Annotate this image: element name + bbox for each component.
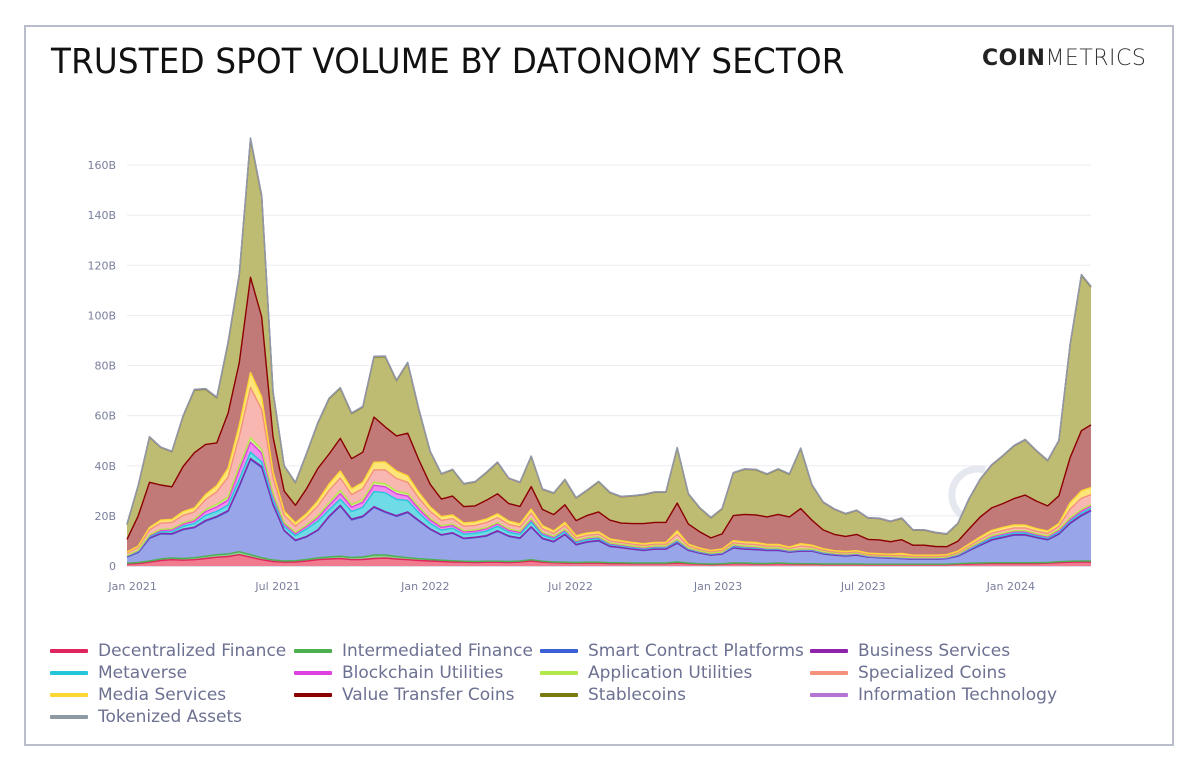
legend-label: Information Technology	[858, 685, 1058, 705]
legend-label: Decentralized Finance	[98, 641, 287, 661]
y-tick-label: 40B	[94, 460, 116, 473]
legend-swatch	[540, 649, 578, 653]
legend-swatch	[294, 693, 332, 697]
legend-label: Application Utilities	[588, 663, 753, 683]
legend-label: Intermediated Finance	[342, 641, 533, 661]
area-boundary-lines	[126, 137, 1092, 566]
legend-item-value-transfer-coins[interactable]: Value Transfer Coins	[294, 684, 514, 706]
legend-item-metaverse[interactable]: Metaverse	[50, 662, 187, 684]
legend-item-tokenized-assets[interactable]: Tokenized Assets	[50, 706, 242, 728]
coinmetrics-logo: COINMETRICS	[982, 46, 1146, 71]
x-tick-label: Jan 2021	[107, 580, 156, 593]
legend-label: Value Transfer Coins	[342, 685, 515, 705]
legend-label: Metaverse	[98, 663, 188, 683]
line-intermediated-finance	[126, 551, 1091, 565]
legend-item-media-services[interactable]: Media Services	[50, 684, 226, 706]
x-tick-label: Jan 2023	[693, 580, 742, 593]
x-axis: Jan 2021 Jul 2021 Jan 2022 Jul 2022 Jan 2023…	[107, 566, 1091, 593]
legend-swatch	[50, 715, 88, 719]
x-tick-label: Jul 2021	[254, 580, 300, 593]
line-application-utilities	[126, 437, 1092, 559]
legend-item-blockchain-utilities[interactable]: Blockchain Utilities	[294, 662, 503, 684]
stacked-area-chart: 0 20B 40B 60B 80B 100B 120B 140B 160B Jan 2021 Ju…	[87, 137, 1092, 593]
y-tick-label: 140B	[87, 209, 116, 222]
area-decentralized-finance	[127, 554, 1091, 566]
legend-swatch	[50, 693, 88, 697]
line-specialized-coins	[126, 386, 1092, 558]
legend-item-decentralized-finance[interactable]: Decentralized Finance	[50, 640, 286, 662]
area-stablecoins	[127, 139, 1091, 547]
legend-swatch	[810, 671, 848, 675]
y-tick-label: 20B	[94, 510, 116, 523]
x-tick-label: Jan 2024	[986, 580, 1035, 593]
legend-label: Smart Contract Platforms	[588, 641, 804, 661]
legend-swatch	[50, 649, 88, 653]
legend-item-smart-contract-platforms[interactable]: Smart Contract Platforms	[540, 640, 804, 662]
legend-item-application-utilities[interactable]: Application Utilities	[540, 662, 752, 684]
logo-bold-text: COIN	[982, 46, 1046, 71]
legend-item-business-services[interactable]: Business Services	[810, 640, 1010, 662]
legend-item-specialized-coins[interactable]: Specialized Coins	[810, 662, 1006, 684]
x-tick-label: Jul 2022	[547, 580, 593, 593]
line-media-services	[126, 371, 1092, 556]
legend-label: Media Services	[98, 685, 227, 705]
legend-swatch	[540, 671, 578, 675]
legend-label: Blockchain Utilities	[342, 663, 504, 683]
y-tick-label: 160B	[87, 159, 116, 172]
y-tick-label: 60B	[94, 410, 116, 423]
legend-swatch	[294, 649, 332, 653]
legend-label: Stablecoins	[588, 685, 686, 705]
logo-light-text: METRICS	[1045, 46, 1147, 71]
y-axis: 0 20B 40B 60B 80B 100B 120B 140B 160B	[87, 159, 116, 573]
area-smart-contract-platforms	[127, 459, 1091, 565]
legend-swatch	[294, 671, 332, 675]
y-tick-label: 80B	[94, 360, 116, 373]
line-value-transfer-coins	[126, 276, 1092, 548]
legend-swatch	[50, 671, 88, 675]
chart-frame	[24, 25, 1174, 746]
legend-label: Business Services	[858, 641, 1011, 661]
line-tokenized-assets	[126, 137, 1092, 535]
x-tick-label: Jul 2023	[840, 580, 886, 593]
legend-item-intermediated-finance[interactable]: Intermediated Finance	[294, 640, 533, 662]
y-tick-label: 100B	[87, 309, 116, 322]
area-value-transfer-coins	[127, 277, 1091, 556]
legend-label: Tokenized Assets	[98, 707, 242, 727]
x-tick-label: Jan 2022	[400, 580, 449, 593]
legend-label: Specialized Coins	[858, 663, 1007, 683]
legend-swatch	[540, 693, 578, 697]
y-tick-label: 0	[109, 560, 116, 573]
legend-swatch	[810, 649, 848, 653]
legend-item-information-technology[interactable]: Information Technology	[810, 684, 1057, 706]
legend-item-stablecoins[interactable]: Stablecoins	[540, 684, 686, 706]
legend-swatch	[810, 693, 848, 697]
chart-title: TRUSTED SPOT VOLUME BY DATONOMY SECTOR	[51, 42, 845, 82]
y-tick-label: 120B	[87, 259, 116, 272]
